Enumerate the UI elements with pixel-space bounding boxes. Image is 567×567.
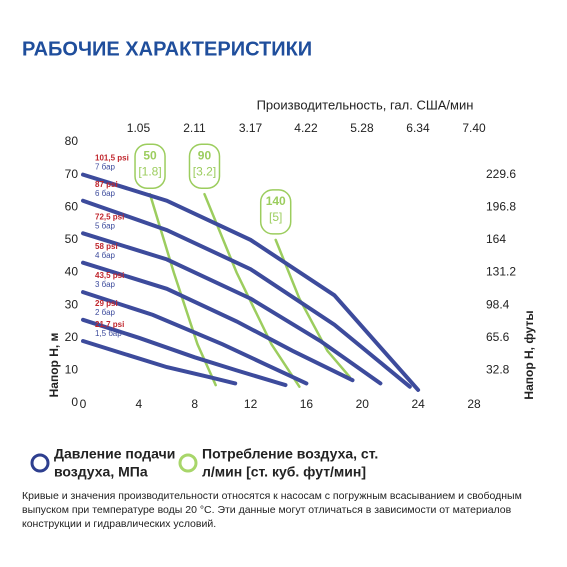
y-tick-label: 30	[65, 297, 79, 311]
psi-label: 72,5 psi	[95, 212, 124, 221]
bar-label: 2 бар	[95, 308, 116, 317]
bar-label: 5 бар	[95, 221, 116, 230]
air-sublabel: [3.2]	[193, 164, 216, 178]
pressure-curve	[81, 172, 421, 392]
footnote: конструкции и гидравлических условий.	[22, 518, 216, 530]
y2-tick-label: 65.6	[486, 330, 510, 344]
air-sublabel: [5]	[269, 210, 282, 224]
y-tick-label: 60	[65, 199, 79, 213]
footnote: выпуском при температуре воды 20 °C. Эти…	[22, 504, 512, 516]
air-label: 50	[143, 148, 157, 162]
air-curve	[148, 192, 217, 387]
air-curve	[274, 238, 351, 379]
pressure-curve	[81, 317, 288, 388]
y-tick-label: 20	[65, 330, 79, 344]
x2-tick-label: 3.17	[239, 121, 263, 135]
pressure-curve	[81, 198, 412, 389]
legend-text: воздуха, МПа	[54, 464, 148, 480]
y-tick-label: 0	[71, 395, 78, 409]
x2-tick-label: 5.28	[350, 121, 374, 135]
air-label: 90	[198, 148, 212, 162]
legend-marker	[178, 453, 198, 473]
bar-label: 6 бар	[95, 189, 116, 198]
legend-marker	[30, 453, 50, 473]
y-axis-label: Напор Н, м	[47, 332, 61, 397]
y-tick-label: 70	[65, 167, 79, 181]
bar-label: 7 бар	[95, 163, 116, 172]
y-tick-label: 10	[65, 363, 79, 377]
y-tick-label: 50	[65, 232, 79, 246]
x-tick-label: 12	[244, 397, 258, 411]
air-label: 140	[266, 194, 286, 208]
air-label-box	[259, 189, 292, 235]
legend-text: л/мин [ст. куб. фут/мин]	[202, 464, 366, 480]
air-label-box	[188, 143, 221, 189]
air-curve	[203, 192, 301, 388]
y-tick-label: 40	[65, 265, 79, 279]
chart-title: РАБОЧИЕ ХАРАКТЕРИСТИКИ	[22, 38, 312, 60]
x-tick-label: 8	[191, 397, 198, 411]
y-tick-label: 80	[65, 134, 79, 148]
x2-tick-label: 4.22	[294, 121, 318, 135]
y2-tick-label: 229.6	[486, 167, 516, 181]
x-tick-label: 4	[136, 397, 143, 411]
psi-label: 21,7 psi	[95, 320, 124, 329]
x2-tick-label: 7.40	[462, 121, 486, 135]
bar-label: 1,5 бар	[95, 329, 122, 338]
pressure-curve	[81, 339, 238, 386]
x-tick-label: 16	[300, 397, 314, 411]
x2-tick-label: 6.34	[406, 121, 430, 135]
x-tick-label: 28	[467, 397, 481, 411]
footnote: Кривые и значения производительности отн…	[22, 490, 522, 502]
psi-label: 87 psi	[95, 180, 118, 189]
y2-axis-label: Напор Н, футы	[522, 310, 536, 399]
bar-label: 3 бар	[95, 280, 116, 289]
psi-label: 58 psi	[95, 242, 118, 251]
pressure-curve	[81, 290, 309, 386]
psi-label: 43,5 psi	[95, 271, 124, 280]
x2-tick-label: 1.05	[127, 121, 151, 135]
air-sublabel: [1.8]	[138, 164, 161, 178]
bar-label: 4 бар	[95, 251, 116, 260]
legend-text: Потребление воздуха, ст.	[202, 446, 378, 462]
y2-tick-label: 196.8	[486, 199, 516, 213]
pressure-curve	[81, 260, 355, 383]
y2-tick-label: 131.2	[486, 265, 516, 279]
y2-tick-label: 32.8	[486, 363, 510, 377]
legend-text: Давление подачи	[54, 446, 175, 462]
psi-label: 101,5 psi	[95, 154, 129, 163]
x2-axis-label: Производительность, гал. США/мин	[257, 97, 474, 112]
x-tick-label: 24	[411, 397, 425, 411]
air-label-box	[134, 143, 166, 189]
x-tick-label: 0	[80, 397, 87, 411]
y2-tick-label: 98.4	[486, 297, 510, 311]
pressure-curve	[81, 231, 383, 386]
y2-tick-label: 164	[486, 232, 506, 246]
x-tick-label: 20	[356, 397, 370, 411]
x2-tick-label: 2.11	[183, 121, 206, 135]
psi-label: 29 psi	[95, 299, 118, 308]
